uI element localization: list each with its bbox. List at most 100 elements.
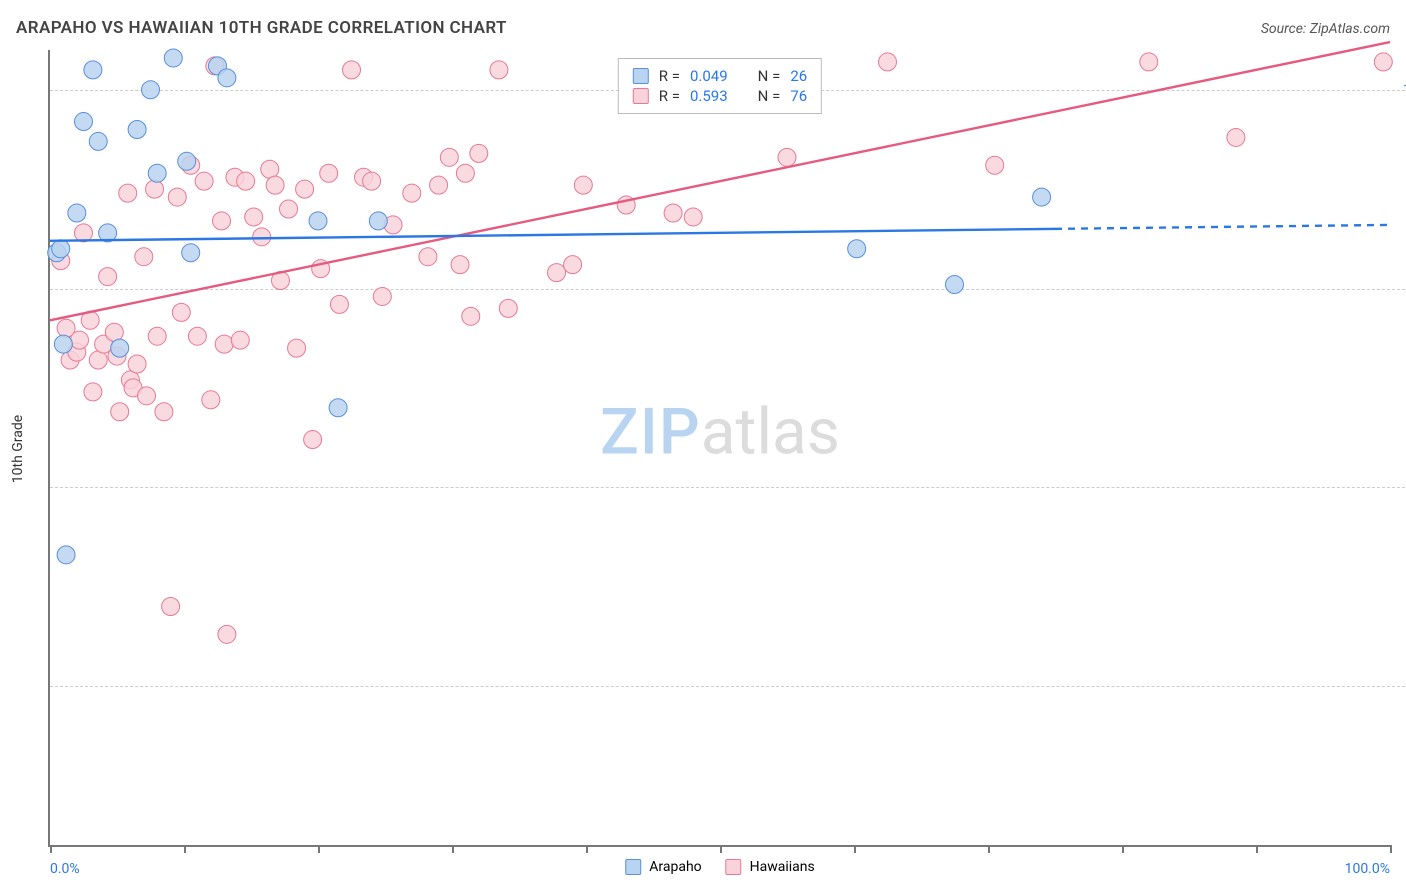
stats-n-label: N = (758, 87, 781, 105)
hawaiians-point (111, 403, 129, 421)
stats-swatch (633, 88, 649, 104)
arapaho-point (218, 69, 236, 87)
x-tick (854, 845, 856, 853)
arapaho-point (111, 339, 129, 357)
hawaiians-point (99, 268, 117, 286)
arapaho-point (148, 164, 166, 182)
hawaiians-point (574, 176, 592, 194)
hawaiians-point (440, 148, 458, 166)
hawaiians-point (778, 148, 796, 166)
stats-n-label: N = (758, 67, 781, 85)
stats-legend-box: R =0.049N =26R =0.593N =76 (618, 58, 822, 114)
stats-r-label: R = (659, 67, 680, 85)
legend-swatch (625, 859, 641, 875)
hawaiians-point (218, 625, 236, 643)
arapaho-point (178, 152, 196, 170)
hawaiians-point (213, 212, 231, 230)
hawaiians-point (202, 391, 220, 409)
hawaiians-point (419, 248, 437, 266)
arapaho-point (329, 399, 347, 417)
hawaiians-point (137, 387, 155, 405)
hawaiians-point (231, 331, 249, 349)
arapaho-point (89, 132, 107, 150)
legend-bottom: Arapaho Hawaiians (625, 859, 815, 875)
hawaiians-point (564, 256, 582, 274)
legend-item: Hawaiians (726, 859, 815, 875)
hawaiians-point (363, 172, 381, 190)
arapaho-point (1033, 188, 1051, 206)
plot-svg (50, 50, 1390, 845)
hawaiians-point (430, 176, 448, 194)
x-tick (1256, 845, 1258, 853)
hawaiians-point (266, 176, 284, 194)
arapaho-point (848, 240, 866, 258)
hawaiians-point (403, 184, 421, 202)
hawaiians-point (343, 61, 361, 79)
stats-r-value: 0.593 (690, 87, 728, 105)
hawaiians-point (320, 164, 338, 182)
legend-label: Arapaho (649, 859, 701, 875)
arapaho-point (164, 49, 182, 67)
hawaiians-point (70, 331, 88, 349)
x-tick (720, 845, 722, 853)
arapaho-point (309, 212, 327, 230)
hawaiians-point (296, 180, 314, 198)
hawaiians-point (162, 598, 180, 616)
x-tick (1390, 845, 1392, 853)
hawaiians-point (172, 303, 190, 321)
stats-r-value: 0.049 (690, 67, 728, 85)
x-min-label: 0.0% (50, 861, 80, 877)
hawaiians-point (499, 299, 517, 317)
hawaiians-point (89, 351, 107, 369)
arapaho-point (57, 546, 75, 564)
hawaiians-point (490, 61, 508, 79)
hawaiians-point (451, 256, 469, 274)
stats-n-value: 76 (790, 87, 807, 105)
hawaiians-point (237, 172, 255, 190)
hawaiians-point (155, 403, 173, 421)
hawaiians-point (168, 188, 186, 206)
hawaiians-point (135, 248, 153, 266)
hawaiians-point (119, 184, 137, 202)
arapaho-point (946, 276, 964, 294)
x-tick (586, 845, 588, 853)
arapaho-trend-solid (50, 229, 1055, 241)
hawaiians-point (261, 160, 279, 178)
hawaiians-point (304, 431, 322, 449)
hawaiians-point (188, 327, 206, 345)
hawaiians-point (195, 172, 213, 190)
arapaho-point (75, 113, 93, 131)
x-max-label: 100.0% (1345, 861, 1390, 877)
chart-title: ARAPAHO VS HAWAIIAN 10TH GRADE CORRELATI… (16, 18, 507, 38)
stats-swatch (633, 68, 649, 84)
hawaiians-point (548, 264, 566, 282)
stats-row: R =0.049N =26 (633, 67, 807, 85)
hawaiians-point (148, 327, 166, 345)
arapaho-trend-dashed (1055, 225, 1390, 229)
hawaiians-point (280, 200, 298, 218)
arapaho-point (128, 121, 146, 139)
x-tick (318, 845, 320, 853)
y-tick-label: 100.0% (1403, 82, 1406, 98)
hawaiians-point (879, 53, 897, 71)
arapaho-point (68, 204, 86, 222)
arapaho-point (54, 335, 72, 353)
hawaiians-point (253, 228, 271, 246)
stats-row: R = 0.593 N = 76 (633, 87, 807, 105)
hawaiians-point (330, 295, 348, 313)
hawaiians-point (1140, 53, 1158, 71)
arapaho-point (84, 61, 102, 79)
hawaiians-point (215, 335, 233, 353)
arapaho-point (182, 244, 200, 262)
stats-r-label: R = (659, 87, 680, 105)
hawaiians-point (456, 164, 474, 182)
hawaiians-point (470, 144, 488, 162)
arapaho-point (369, 212, 387, 230)
source-label: Source: ZipAtlas.com (1261, 21, 1390, 37)
hawaiians-point (462, 307, 480, 325)
legend-label: Hawaiians (750, 859, 815, 875)
x-tick (1122, 845, 1124, 853)
hawaiians-point (288, 339, 306, 357)
hawaiians-point (373, 287, 391, 305)
x-tick (988, 845, 990, 853)
